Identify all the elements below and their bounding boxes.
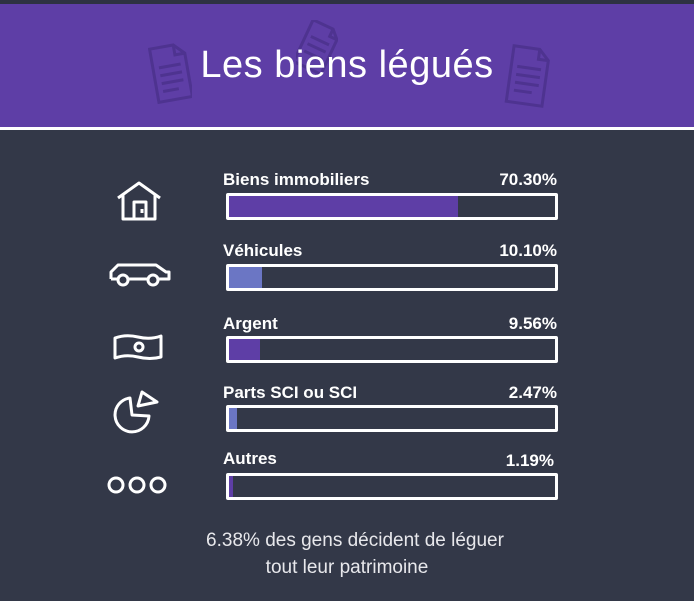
bar-value-label: 1.19% <box>505 451 554 470</box>
bar-track <box>226 336 558 363</box>
page-title: Les biens légués <box>200 44 494 86</box>
bar-track <box>226 473 558 500</box>
bar-fill <box>229 339 261 360</box>
bar-label: Biens immobiliers <box>223 170 370 189</box>
bar-track <box>226 405 558 432</box>
bar-fill <box>229 408 238 429</box>
car-icon <box>109 263 171 287</box>
bar-track <box>226 264 558 291</box>
house-icon <box>117 181 161 221</box>
pie-chart-icon <box>113 390 159 434</box>
bar-value-label: 2.47% <box>508 383 557 402</box>
bar-label: Autres <box>223 449 277 468</box>
footer-note-line1: 6.38% des gens décident de léguer <box>206 530 504 551</box>
bar-value-label: 9.56% <box>508 314 557 333</box>
bar-label: Parts SCI ou SCI <box>223 383 358 402</box>
document-icon <box>148 43 192 104</box>
bar-label: Véhicules <box>223 241 303 260</box>
bar-fill <box>229 476 233 497</box>
top-border <box>0 0 694 4</box>
three-dots-icon <box>107 476 167 494</box>
bar-value-label: 10.10% <box>499 241 557 260</box>
footer-note-line2: tout leur patrimoine <box>265 557 429 578</box>
bar-value-label: 70.30% <box>499 170 557 189</box>
document-icon <box>296 20 338 74</box>
bar-track <box>226 193 558 220</box>
banknote-icon <box>113 334 163 360</box>
header-banner: Les biens légués <box>0 4 694 127</box>
header-divider <box>0 127 694 130</box>
bar-label: Argent <box>223 314 278 333</box>
document-icon <box>504 44 550 108</box>
bar-fill <box>229 196 459 217</box>
bar-fill <box>229 267 262 288</box>
